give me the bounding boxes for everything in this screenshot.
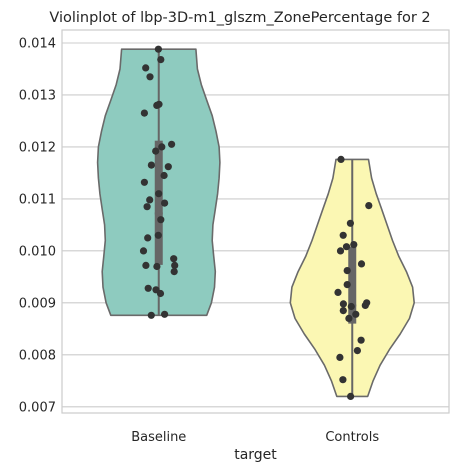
- chart-title: Violinplot of lbp-3D-m1_glszm_ZonePercen…: [49, 10, 430, 26]
- violins: [96, 48, 415, 398]
- data-point: [142, 261, 150, 269]
- data-point: [361, 301, 369, 309]
- data-point: [352, 310, 360, 318]
- data-point: [334, 288, 342, 296]
- data-point: [336, 247, 345, 255]
- data-point: [339, 307, 347, 315]
- data-point: [147, 161, 155, 169]
- data-point: [146, 73, 154, 81]
- data-point: [353, 347, 361, 355]
- data-point: [146, 196, 154, 204]
- x-axis-ticks: Baseline Controls: [131, 430, 379, 445]
- data-point: [347, 302, 355, 311]
- y-tick-label: 0.010: [19, 244, 56, 259]
- y-tick-label: 0.009: [19, 296, 56, 311]
- data-point: [155, 190, 163, 198]
- data-point: [339, 300, 347, 308]
- data-point: [337, 155, 345, 163]
- data-point: [170, 255, 178, 263]
- data-point: [350, 241, 358, 249]
- data-point: [144, 234, 152, 242]
- data-point: [157, 56, 165, 64]
- data-point: [171, 261, 179, 269]
- x-tick-label: Controls: [325, 430, 379, 445]
- y-tick-label: 0.008: [19, 348, 56, 363]
- data-point: [144, 284, 152, 292]
- x-axis-title: target: [234, 447, 277, 463]
- data-point: [139, 247, 148, 255]
- data-point: [339, 376, 347, 384]
- data-point: [365, 202, 373, 210]
- data-point: [357, 336, 365, 344]
- plot-frame: [61, 29, 450, 414]
- y-tick-label: 0.011: [19, 192, 56, 207]
- data-point: [152, 147, 160, 155]
- y-axis-ticks: 0.007 0.008 0.009 0.010 0.011 0.012 0.013 0.014: [19, 36, 56, 415]
- data-point: [160, 171, 168, 180]
- data-point: [336, 353, 344, 361]
- strip-points: [139, 45, 373, 400]
- data-point: [164, 163, 172, 171]
- data-point: [156, 289, 165, 298]
- data-point: [154, 45, 162, 53]
- iqr-box-baseline: [154, 140, 163, 265]
- y-tick-label: 0.013: [19, 88, 56, 103]
- data-point: [155, 100, 163, 108]
- data-point: [346, 219, 354, 227]
- data-point: [158, 143, 166, 151]
- data-point: [154, 231, 162, 239]
- data-point: [140, 178, 148, 186]
- data-point: [157, 216, 165, 224]
- data-point: [147, 311, 155, 319]
- iqr-box-controls: [348, 246, 357, 324]
- y-tick-label: 0.012: [19, 140, 56, 155]
- data-point: [161, 199, 169, 207]
- data-point: [347, 392, 355, 400]
- data-point: [168, 140, 176, 148]
- data-point: [143, 203, 151, 211]
- data-point: [345, 314, 353, 322]
- data-point: [343, 267, 351, 275]
- data-point: [142, 64, 150, 72]
- data-point: [342, 243, 351, 251]
- data-point: [343, 281, 351, 289]
- data-point: [140, 109, 148, 117]
- data-point: [161, 310, 169, 318]
- data-point: [357, 260, 366, 268]
- x-tick-label: Baseline: [131, 430, 186, 445]
- data-point: [339, 231, 347, 239]
- y-tick-label: 0.014: [19, 36, 56, 51]
- data-point: [153, 262, 161, 271]
- y-tick-label: 0.007: [19, 400, 56, 415]
- data-point: [170, 268, 178, 276]
